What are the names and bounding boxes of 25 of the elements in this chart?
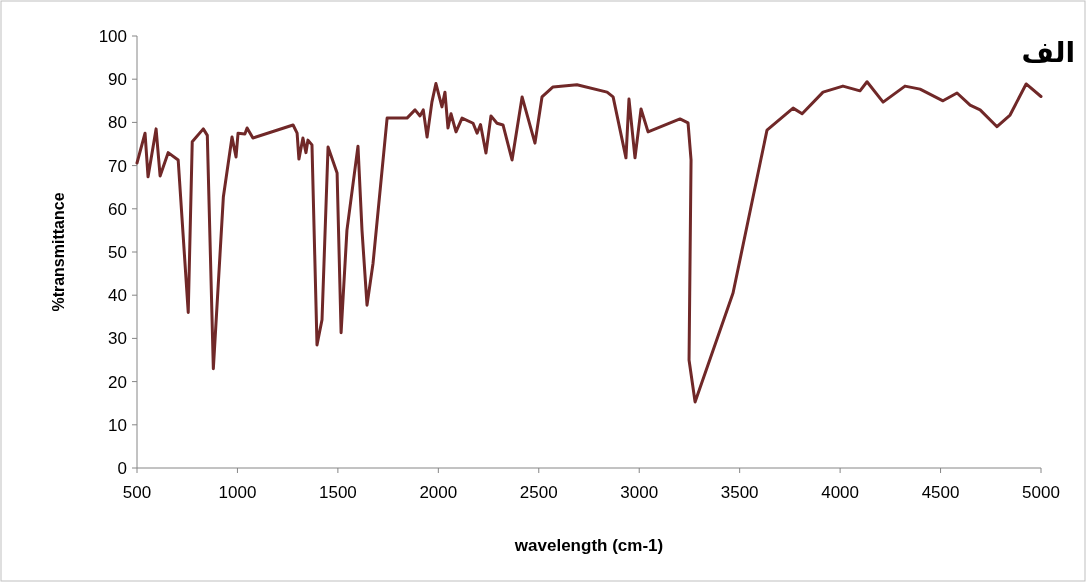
- y-tick-label: 30: [108, 329, 127, 349]
- y-tick-label: 80: [108, 113, 127, 133]
- chart-title: الف: [1021, 36, 1075, 69]
- y-tick-label: 90: [108, 70, 127, 90]
- x-tick-label: 3500: [720, 483, 759, 502]
- x-tick-label: 500: [122, 483, 152, 502]
- x-tick-label: 4500: [921, 483, 960, 502]
- x-tick-label: 5000: [1022, 483, 1060, 502]
- line-series: [135, 80, 1043, 404]
- x-tick-label: 3000: [620, 483, 659, 502]
- x-tick-label: 1000: [218, 483, 257, 502]
- y-tick-label: 100: [98, 27, 127, 46]
- y-tick-label: 50: [108, 243, 127, 262]
- x-tick-label: 2500: [519, 483, 558, 502]
- y-tick-label: 20: [108, 372, 127, 392]
- y-tick-label: 70: [108, 156, 127, 176]
- y-tick-label: 60: [108, 199, 127, 219]
- y-axis-title: %transmittance: [50, 192, 67, 312]
- x-tick-label: 2000: [419, 483, 458, 502]
- x-tick-label: 1500: [318, 483, 357, 502]
- x-axis-title: wavelength (cm-1): [513, 536, 664, 555]
- x-tick-label: 4000: [821, 483, 860, 502]
- y-tick-label: 40: [108, 286, 127, 306]
- y-tick-label: 0: [117, 459, 127, 478]
- y-tick-label: 10: [108, 415, 127, 435]
